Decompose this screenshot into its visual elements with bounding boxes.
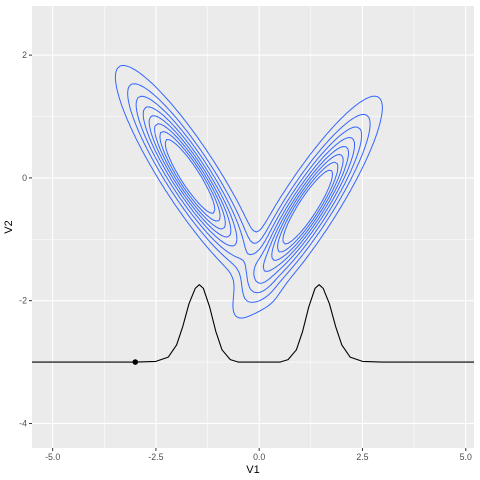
y-tick-label: -2 xyxy=(19,296,27,306)
plot-panel xyxy=(32,6,474,448)
contour-line xyxy=(135,95,363,294)
series-layer xyxy=(32,284,474,363)
x-tick-label: 2.5 xyxy=(356,452,368,462)
contour-line xyxy=(164,139,333,245)
contour-line xyxy=(159,131,339,253)
x-axis-title: V1 xyxy=(246,464,259,476)
y-axis: 2 0 -2 -4 xyxy=(19,50,32,428)
y-tick-label: -4 xyxy=(19,418,27,428)
y-tick-label: 2 xyxy=(22,50,27,60)
y-axis-title: V2 xyxy=(3,220,15,233)
contour-line xyxy=(154,123,344,261)
density-contours xyxy=(114,64,383,319)
series-line xyxy=(32,284,474,363)
contour-line xyxy=(127,83,371,303)
data-point xyxy=(132,359,139,365)
y-tick-label: 0 xyxy=(22,173,27,183)
points-layer xyxy=(132,359,139,365)
x-tick-label: 5.0 xyxy=(460,452,472,462)
x-tick-label: -5.0 xyxy=(45,452,60,462)
x-tick-label: 0.0 xyxy=(253,452,265,462)
contour-line xyxy=(148,115,350,272)
contour-line xyxy=(142,106,355,284)
grid-major xyxy=(32,6,474,448)
contour-line xyxy=(114,64,383,319)
x-axis: -5.0 -2.5 0.0 2.5 5.0 xyxy=(45,448,472,462)
x-tick-label: -2.5 xyxy=(148,452,163,462)
